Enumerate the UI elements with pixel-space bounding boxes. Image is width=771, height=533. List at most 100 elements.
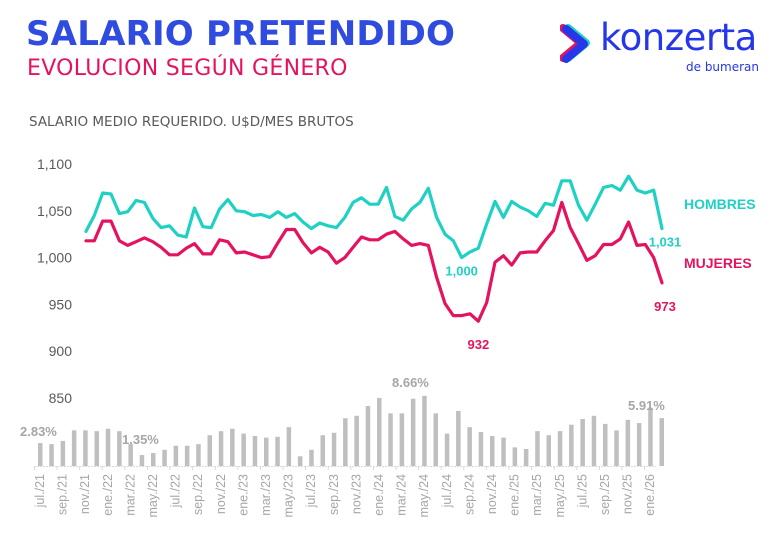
data-label: 932 xyxy=(467,337,489,352)
bar-series xyxy=(38,395,664,466)
bar xyxy=(218,431,224,466)
bar xyxy=(264,437,269,466)
bar xyxy=(456,410,461,466)
x-tick-label: jul./23 xyxy=(304,474,318,508)
y-tick-label: 1,100 xyxy=(37,156,72,172)
bar xyxy=(535,431,540,466)
bar xyxy=(546,435,551,466)
bar xyxy=(309,449,314,466)
bar xyxy=(603,423,608,466)
data-label: 1,000 xyxy=(445,264,478,279)
bar xyxy=(297,456,303,466)
x-tick-label: ene./24 xyxy=(372,474,386,516)
page-subtitle: EVOLUCION SEGÚN GÉNERO xyxy=(27,56,348,81)
annotations: 1,000 1,031 HOMBRES 932 973 MUJERES 2.83% 1.35%… xyxy=(20,196,756,447)
y-tick-label: 850 xyxy=(49,390,73,406)
x-tick-label: sep./24 xyxy=(462,474,476,515)
bar xyxy=(207,435,212,466)
bar xyxy=(83,430,88,466)
x-tick-label: jul./21 xyxy=(33,474,47,508)
x-tick-label: jul./25 xyxy=(575,474,589,508)
x-tick-label: nov./24 xyxy=(485,474,499,514)
x-tick-label: nov./21 xyxy=(78,474,92,514)
x-tick-label: sep./22 xyxy=(191,474,205,515)
bar xyxy=(196,444,201,466)
bar xyxy=(184,445,190,466)
bar xyxy=(60,440,66,466)
line-series xyxy=(84,174,664,323)
bar xyxy=(343,418,348,466)
bar xyxy=(354,415,359,466)
x-tick-label: may./23 xyxy=(282,474,296,518)
bar xyxy=(512,447,518,466)
konzerta-logo: konzerta de bumeran xyxy=(560,16,760,80)
y-tick-label: 1,000 xyxy=(37,250,72,266)
bar xyxy=(377,397,382,466)
bar xyxy=(467,427,472,466)
bar xyxy=(636,423,642,466)
bar xyxy=(252,436,258,466)
bar xyxy=(422,395,427,466)
bar xyxy=(162,449,167,466)
bar xyxy=(139,455,145,466)
x-axis: jul./21 sep./21 nov./21 ene./22 mar./22 may./… xyxy=(33,466,657,518)
x-tick-label: may./24 xyxy=(417,474,431,518)
bar xyxy=(105,428,111,466)
bar xyxy=(365,406,371,466)
bar xyxy=(71,430,77,466)
y-axis: 1,100 1,050 1,000 950 900 850 xyxy=(37,156,72,406)
bar xyxy=(230,428,235,466)
bar-data-label: 1.35% xyxy=(122,432,159,447)
data-label: 1,031 xyxy=(649,235,682,250)
bar xyxy=(38,443,43,466)
bar xyxy=(286,427,292,466)
x-tick-label: mar./25 xyxy=(530,474,544,516)
x-tick-label: nov./22 xyxy=(214,474,228,514)
y-tick-label: 900 xyxy=(49,343,73,359)
x-tick-label: ene./25 xyxy=(508,474,522,516)
bar xyxy=(501,437,506,466)
x-tick-label: mar./22 xyxy=(123,474,137,516)
x-tick-label: mar./24 xyxy=(395,474,409,516)
bar-data-label: 2.83% xyxy=(20,424,57,439)
bar xyxy=(580,419,585,466)
bar xyxy=(320,435,325,466)
x-tick-label: ene./26 xyxy=(643,474,657,516)
bar xyxy=(117,431,122,466)
legend-hombres: HOMBRES xyxy=(684,196,756,212)
bar xyxy=(490,436,495,466)
bar xyxy=(241,433,246,466)
line-hombres xyxy=(84,174,664,260)
x-tick-label: ene./23 xyxy=(236,474,250,516)
bar xyxy=(49,444,54,466)
x-tick-label: jul./24 xyxy=(440,474,454,508)
bar xyxy=(648,407,653,466)
bar xyxy=(410,398,416,466)
line-mujeres xyxy=(84,200,664,323)
bar xyxy=(614,430,619,466)
x-tick-label: ene./22 xyxy=(101,474,115,516)
x-tick-label: sep./21 xyxy=(56,474,70,515)
bar xyxy=(523,448,529,466)
bar-data-label: 8.66% xyxy=(392,375,429,390)
y-tick-label: 950 xyxy=(49,296,73,312)
bar xyxy=(388,413,393,466)
logo-wordmark: konzerta xyxy=(600,16,757,59)
bar xyxy=(151,453,156,466)
x-tick-label: nov./23 xyxy=(349,474,363,514)
bar xyxy=(478,431,484,466)
data-label: 973 xyxy=(654,299,676,314)
logo-tagline: de bumeran xyxy=(686,60,760,74)
legend-mujeres: MUJERES xyxy=(684,255,752,271)
bar xyxy=(433,413,438,466)
bar-data-label: 5.91% xyxy=(628,398,665,413)
bar xyxy=(173,445,179,466)
x-tick-label: sep./25 xyxy=(598,474,612,515)
x-tick-label: nov./25 xyxy=(621,474,635,514)
bar xyxy=(557,431,563,466)
bar xyxy=(591,415,597,466)
x-tick-label: mar./23 xyxy=(259,474,273,516)
bar xyxy=(444,433,450,466)
bar xyxy=(275,436,280,466)
